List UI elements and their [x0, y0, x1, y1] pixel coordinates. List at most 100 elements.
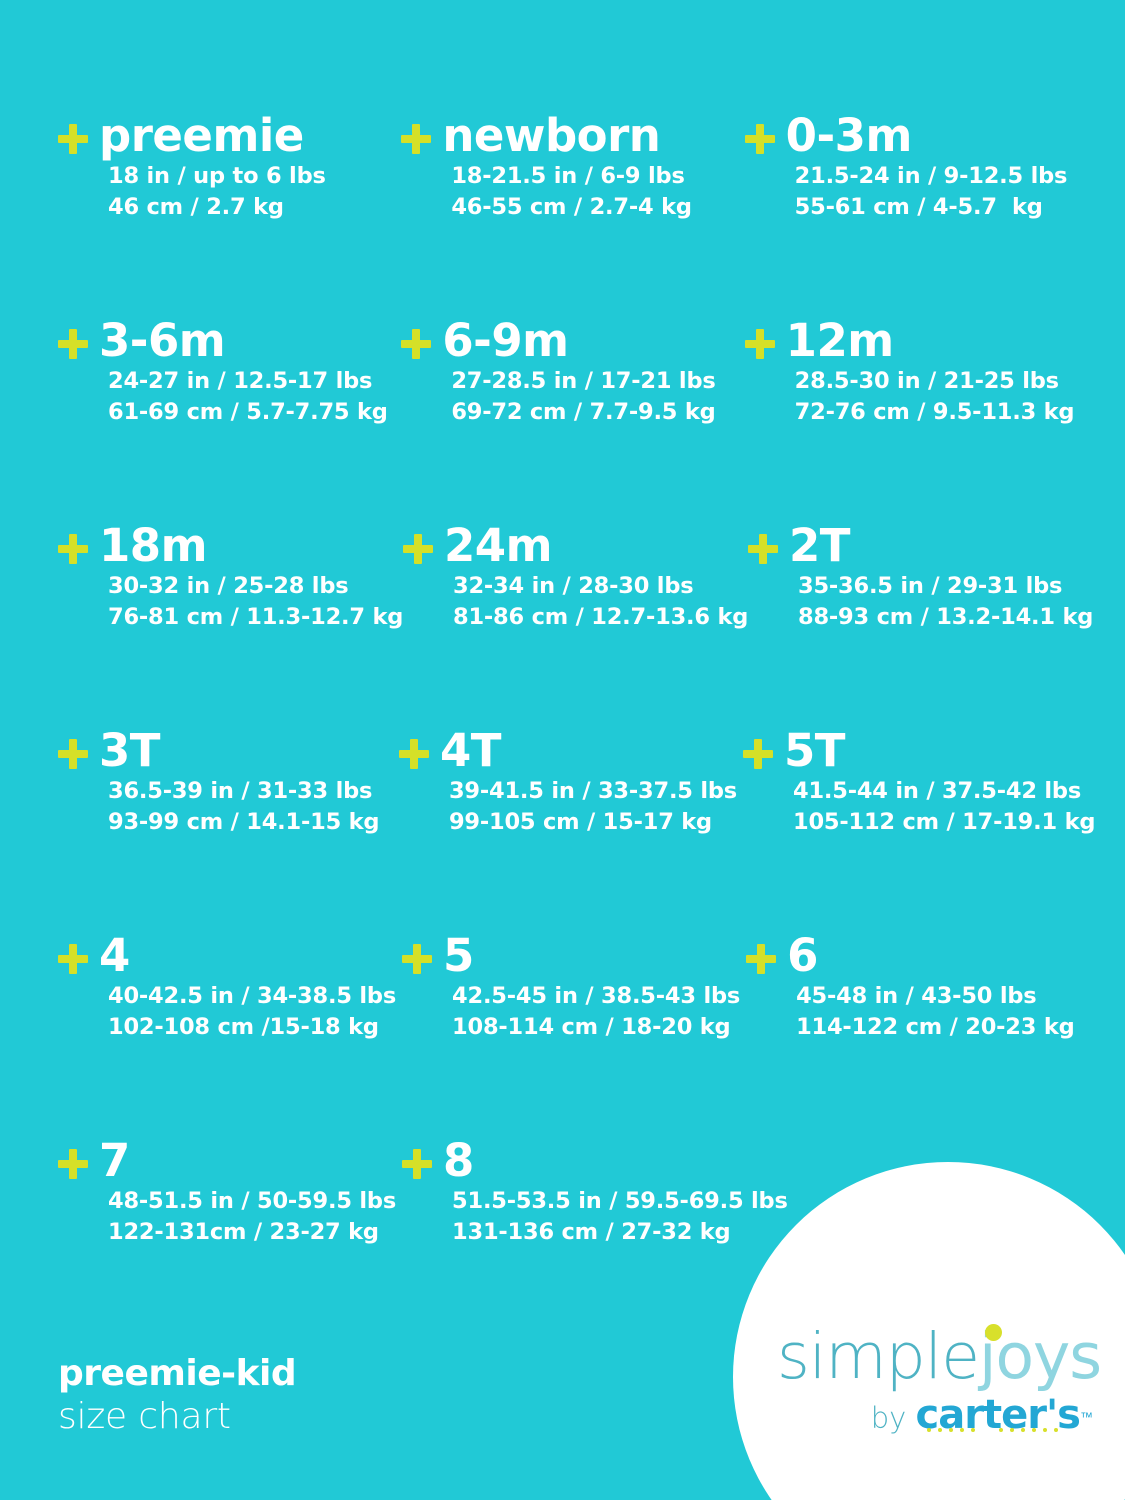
size-label: 7: [99, 1134, 130, 1187]
size-imperial-measurement: 27-28.5 in / 17-21 lbs: [451, 368, 716, 395]
size-metric-measurement: 131-136 cm / 27-32 kg: [452, 1219, 731, 1246]
size-cell-header: 18m: [58, 522, 397, 569]
size-imperial-measurement: 30-32 in / 25-28 lbs: [108, 573, 349, 600]
size-cell: newborn 18-21.5 in / 6-9 lbs 46-55 cm / 2.…: [401, 112, 744, 317]
size-cell-header: 24m: [403, 522, 742, 569]
size-metric-measurement: 122-131cm / 23-27 kg: [108, 1219, 379, 1246]
size-cell-header: 4T: [398, 724, 737, 777]
size-cell-header: 3T: [58, 727, 393, 774]
size-metric-measurement: 93-99 cm / 14.1-15 kg: [108, 809, 380, 836]
size-imperial-measurement: 41.5-44 in / 37.5-42 lbs: [793, 778, 1082, 805]
size-cell: 24m 32-34 in / 28-30 lbs 81-86 cm / 12.7-1…: [403, 522, 748, 727]
size-cell: 2T 35-36.5 in / 29-31 lbs 88-93 cm / 13.2-…: [748, 522, 1093, 727]
plus-icon: [58, 944, 88, 974]
footer-title-line2: size chart: [58, 1395, 231, 1437]
size-metric-measurement: 46-55 cm / 2.7-4 kg: [451, 194, 692, 221]
size-imperial-measurement: 28.5-30 in / 21-25 lbs: [794, 368, 1059, 395]
size-cell-header: 0-3m: [744, 109, 1082, 162]
size-label: 0-3m: [785, 109, 913, 162]
logo-secondary-line: by carter's™: [777, 1392, 1107, 1438]
size-cell-header: 3-6m: [58, 317, 395, 364]
size-label: 5: [443, 929, 474, 982]
size-row: preemie 18 in / up to 6 lbs 46 cm / 2.7 kg…: [58, 112, 1088, 317]
size-imperial-measurement: 39-41.5 in / 33-37.5 lbs: [448, 778, 737, 805]
size-cell-header: 5: [402, 932, 740, 979]
size-imperial-measurement: 24-27 in / 12.5-17 lbs: [108, 368, 373, 395]
plus-icon: [401, 329, 432, 359]
size-cell-header: 12m: [744, 314, 1082, 367]
size-imperial-measurement: 35-36.5 in / 29-31 lbs: [798, 573, 1063, 600]
size-cell: preemie 18 in / up to 6 lbs 46 cm / 2.7 kg: [58, 112, 401, 317]
size-imperial-measurement: 36.5-39 in / 31-33 lbs: [108, 778, 373, 805]
plus-icon: [743, 739, 773, 769]
size-label: 3-6m: [99, 314, 226, 367]
size-label: 12m: [785, 314, 895, 367]
size-row: 3T 36.5-39 in / 31-33 lbs 93-99 cm / 14.1-…: [58, 724, 1096, 932]
size-imperial-measurement: 45-48 in / 43-50 lbs: [796, 983, 1037, 1010]
size-imperial-measurement: 18 in / up to 6 lbs: [108, 163, 326, 190]
size-label: 6-9m: [442, 314, 569, 367]
size-imperial-measurement: 48-51.5 in / 50-59.5 lbs: [108, 1188, 397, 1215]
size-label: 24m: [444, 519, 553, 572]
size-label: 4T: [439, 724, 502, 777]
size-metric-measurement: 46 cm / 2.7 kg: [108, 194, 284, 221]
plus-icon: [402, 1149, 433, 1179]
size-grid: preemie 18 in / up to 6 lbs 46 cm / 2.7 kg…: [58, 112, 1096, 1342]
size-metric-measurement: 55-61 cm / 4-5.7 kg: [794, 194, 1043, 221]
size-cell: 6-9m 27-28.5 in / 17-21 lbs 69-72 cm / 7.7…: [401, 317, 744, 522]
logo-word-carters: carter's: [915, 1392, 1081, 1438]
logo-word-joys-wrap: joys: [979, 1324, 1102, 1388]
size-metric-measurement: 69-72 cm / 7.7-9.5 kg: [451, 399, 716, 426]
size-imperial-measurement: 32-34 in / 28-30 lbs: [453, 573, 694, 600]
size-cell-header: 8: [402, 1137, 741, 1184]
size-imperial-measurement: 18-21.5 in / 6-9 lbs: [451, 163, 685, 190]
size-label: 6: [787, 929, 818, 982]
logo-word-by: by: [870, 1401, 916, 1435]
plus-icon: [58, 124, 88, 154]
size-label: newborn: [442, 109, 661, 162]
logo-primary-line: simple joys: [777, 1324, 1107, 1432]
size-cell-header: 7: [58, 1137, 396, 1184]
size-cell: 3-6m 24-27 in / 12.5-17 lbs 61-69 cm / 5.7…: [58, 317, 401, 522]
size-label: 8: [443, 1134, 474, 1187]
size-cell-header: 5T: [743, 727, 1082, 774]
size-metric-measurement: 108-114 cm / 18-20 kg: [452, 1014, 731, 1041]
size-cell: 7 48-51.5 in / 50-59.5 lbs 122-131cm / 23-…: [58, 1137, 402, 1342]
size-imperial-measurement: 40-42.5 in / 34-38.5 lbs: [108, 983, 397, 1010]
size-metric-measurement: 61-69 cm / 5.7-7.75 kg: [108, 399, 388, 426]
size-imperial-measurement: 51.5-53.5 in / 59.5-69.5 lbs: [452, 1188, 788, 1215]
size-cell-header: 6: [746, 932, 1082, 979]
size-metric-measurement: 76-81 cm / 11.3-12.7 kg: [108, 604, 404, 631]
size-label: 18m: [99, 519, 208, 572]
size-cell-header: newborn: [401, 112, 738, 159]
footer-title-block: preemie-kid size chart: [58, 1352, 297, 1438]
size-cell: 18m 30-32 in / 25-28 lbs 76-81 cm / 11.3-1…: [58, 522, 403, 727]
simple-joys-logo: simple joys by carter's™: [777, 1324, 1107, 1438]
size-label: 3T: [99, 724, 161, 777]
size-row: 3-6m 24-27 in / 12.5-17 lbs 61-69 cm / 5.7…: [58, 317, 1088, 522]
plus-icon: [744, 329, 775, 359]
size-cell-header: 2T: [748, 522, 1087, 569]
size-metric-measurement: 105-112 cm / 17-19.1 kg: [793, 809, 1096, 836]
size-metric-measurement: 114-122 cm / 20-23 kg: [796, 1014, 1075, 1041]
size-row: 7 48-51.5 in / 50-59.5 lbs 122-131cm / 23-…: [58, 1137, 1088, 1342]
size-metric-measurement: 99-105 cm / 15-17 kg: [448, 809, 712, 836]
size-cell: 5 42.5-45 in / 38.5-43 lbs 108-114 cm / 18…: [402, 932, 746, 1137]
plus-icon: [401, 124, 432, 154]
plus-icon: [748, 534, 778, 564]
size-cell: 8 51.5-53.5 in / 59.5-69.5 lbs 131-136 cm …: [402, 1137, 788, 1342]
size-label: 5T: [784, 724, 846, 777]
size-cell: 3T 36.5-39 in / 31-33 lbs 93-99 cm / 14.1-…: [58, 727, 399, 932]
size-cell: 4T 39-41.5 in / 33-37.5 lbs 99-105 cm / 15…: [398, 724, 743, 932]
size-imperial-measurement: 42.5-45 in / 38.5-43 lbs: [452, 983, 741, 1010]
size-metric-measurement: 88-93 cm / 13.2-14.1 kg: [798, 604, 1094, 631]
size-cell: 4 40-42.5 in / 34-38.5 lbs 102-108 cm /15-…: [58, 932, 402, 1137]
plus-icon: [746, 944, 777, 974]
size-cell: 12m 28.5-30 in / 21-25 lbs 72-76 cm / 9.5-…: [744, 314, 1088, 522]
size-cell-header: preemie: [58, 112, 395, 159]
size-metric-measurement: 102-108 cm /15-18 kg: [108, 1014, 379, 1041]
logo-word-simple: simple: [777, 1320, 980, 1394]
plus-icon: [58, 534, 88, 564]
footer-title-line1: preemie-kid: [58, 1352, 297, 1394]
